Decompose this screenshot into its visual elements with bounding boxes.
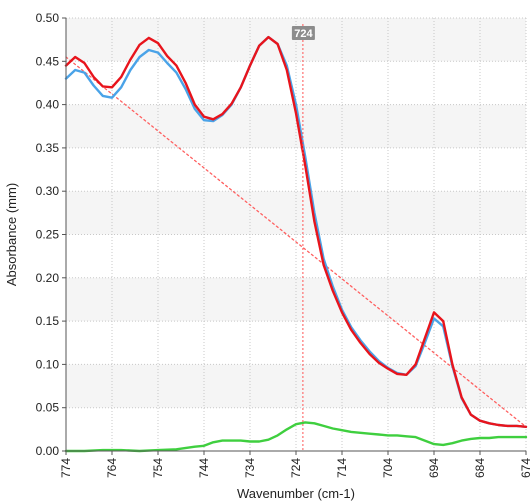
y-tick-label: 0.05 bbox=[36, 401, 60, 415]
x-tick-label: 774 bbox=[59, 458, 73, 478]
x-tick-label: 724 bbox=[289, 458, 303, 478]
series-line bbox=[64, 421, 528, 453]
y-tick-label: 0.10 bbox=[36, 357, 60, 371]
y-tick-label: 0.25 bbox=[36, 228, 60, 242]
cursor-layer: 724 bbox=[291, 24, 315, 451]
x-tick-label: 704 bbox=[381, 458, 395, 478]
cursor-label: 724 bbox=[294, 28, 313, 40]
x-tick-label: 744 bbox=[197, 458, 211, 478]
x-tick-label: 714 bbox=[335, 458, 349, 478]
x-tick-label: 694 bbox=[427, 458, 441, 478]
y-tick-label: 0.30 bbox=[36, 184, 60, 198]
x-tick-label: 734 bbox=[243, 458, 257, 478]
x-tick-label: 674 bbox=[519, 458, 532, 478]
grid-band bbox=[66, 147, 526, 192]
grid-band bbox=[66, 61, 526, 105]
series-line bbox=[64, 35, 528, 428]
y-tick-label: 0.40 bbox=[36, 98, 60, 112]
x-tick-label: 754 bbox=[151, 458, 165, 478]
x-axis-title: Wavenumber (cm-1) bbox=[237, 486, 355, 501]
y-axis-title: Absorbance (mm) bbox=[4, 183, 19, 286]
y-tick-label: 0.50 bbox=[36, 11, 60, 25]
y-tick-label: 0.00 bbox=[36, 444, 60, 458]
cursor-label-box bbox=[291, 26, 315, 40]
series-line bbox=[65, 56, 527, 428]
y-tick-label: 0.45 bbox=[36, 54, 60, 68]
series-layer bbox=[64, 35, 528, 453]
x-tick-label: 764 bbox=[105, 458, 119, 478]
x-tick-label: 684 bbox=[473, 458, 487, 478]
y-tick-label: 0.15 bbox=[36, 314, 60, 328]
y-tick-label: 0.35 bbox=[36, 141, 60, 155]
axes: 0.00 0.05 0.10 0.15 0.20 0.25 0.30 0.35 0.40 0.45… bbox=[36, 11, 532, 478]
y-tick-label: 0.20 bbox=[36, 271, 60, 285]
